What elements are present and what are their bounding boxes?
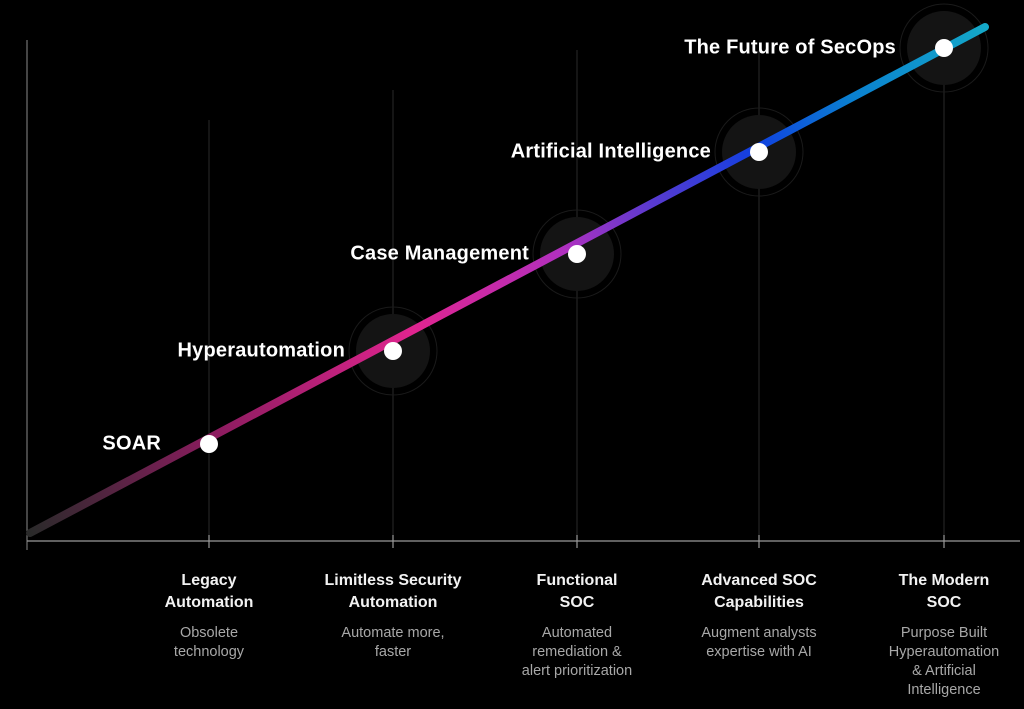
halo-ring: [532, 209, 622, 299]
halo-ring: [899, 3, 989, 93]
stage-description-line: Automate more,: [341, 625, 445, 641]
stage-title-line: Functional: [536, 572, 618, 589]
halo-ring: [348, 306, 438, 396]
stage-title: Functional SOC: [492, 570, 662, 614]
milestone-label: SOAR: [102, 432, 161, 455]
stage-title-line: Legacy: [181, 572, 237, 589]
stage-title: Limitless Security Automation: [308, 570, 478, 614]
stage-description: Automate more, faster: [308, 624, 478, 662]
stage-description-line: Augment analysts: [701, 625, 817, 641]
stage-title: Advanced SOC Capabilities: [674, 570, 844, 614]
stage-title-line: SOC: [559, 594, 595, 611]
milestone-dot: [200, 435, 218, 453]
stage-title-line: Automation: [348, 594, 438, 611]
stage-title-line: Automation: [164, 594, 254, 611]
stage-description: Purpose Built Hyperautomation & Artificial…: [859, 624, 1024, 700]
stage-title-line: The Modern: [898, 572, 990, 589]
halo-ring: [714, 107, 804, 197]
milestone-dot: [384, 342, 402, 360]
stage-description-line: faster: [374, 644, 412, 660]
stage-description: Automated remediation & alert prioritizati…: [492, 624, 662, 681]
stage-title-line: Limitless Security: [324, 572, 462, 589]
stage-title-line: Capabilities: [714, 594, 804, 611]
stage-title-line: Advanced SOC: [701, 572, 817, 589]
stage-description-line: remediation &: [532, 644, 622, 660]
stage-title-line: SOC: [926, 594, 962, 611]
stage-description-line: Automated: [541, 625, 613, 641]
milestone-label: The Future of SecOps: [684, 36, 896, 59]
stage-title: Legacy Automation: [124, 570, 294, 614]
stage-description-line: Obsolete: [179, 625, 239, 641]
stage-column: The Modern SOC Purpose Built Hyperautomatio…: [859, 570, 1024, 700]
milestone-label: Artificial Intelligence: [510, 140, 711, 163]
stage-description: Augment analysts expertise with AI: [674, 624, 844, 662]
stage-description-line: Purpose Built: [900, 625, 988, 641]
progress-line: [26, 23, 989, 537]
milestone-dot: [935, 39, 953, 57]
stage-column: Limitless Security Automation Automate mor…: [308, 570, 478, 662]
stage-column: Legacy Automation Obsolete technology: [124, 570, 294, 662]
stage-column: Advanced SOC Capabilities Augment analysts…: [674, 570, 844, 662]
milestone-label: Case Management: [350, 242, 529, 265]
stage-description-line: Hyperautomation: [888, 644, 1000, 660]
milestone-dot: [568, 245, 586, 263]
stage-description-line: expertise with AI: [706, 644, 812, 660]
stage-description-line: & Artificial: [912, 663, 976, 679]
milestone-label: Hyperautomation: [177, 339, 345, 362]
stage-description: Obsolete technology: [124, 624, 294, 662]
stage-description-line: alert prioritization: [521, 663, 633, 679]
stage-title: The Modern SOC: [859, 570, 1024, 614]
stage-description-line: Intelligence: [907, 682, 981, 698]
stage-column: Functional SOC Automated remediation & alert…: [492, 570, 662, 681]
milestone-dot: [750, 143, 768, 161]
stage-description-line: technology: [173, 644, 245, 660]
